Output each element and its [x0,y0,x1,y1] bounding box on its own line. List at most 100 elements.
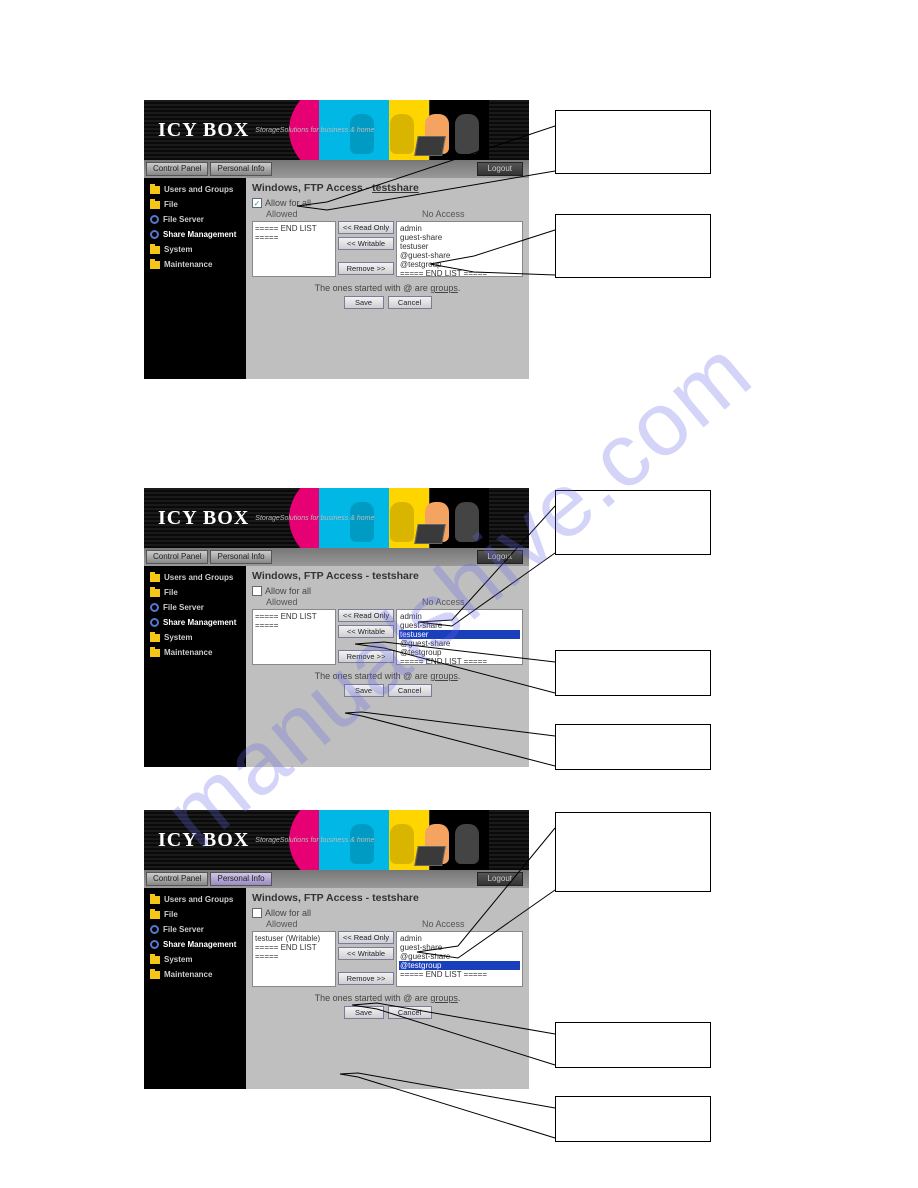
save-button[interactable]: Save [344,684,384,697]
wheel-icon [150,940,159,949]
sidebar-item-maintenance[interactable]: Maintenance [144,645,246,660]
noaccess-list[interactable]: admin guest-share @guest-share @testgrou… [396,931,523,987]
folder-icon [150,261,160,269]
footer-underline: groups [430,671,458,681]
list-item[interactable]: @guest-share [399,251,520,260]
readonly-button[interactable]: << Read Only [338,609,394,622]
sidebar-item-system[interactable]: System [144,952,246,967]
folder-icon [150,201,160,209]
allow-for-all-label: Allow for all [265,586,311,596]
tab-personal-info[interactable]: Personal Info [210,162,271,176]
writable-button[interactable]: << Writable [338,947,394,960]
allowed-list[interactable]: ===== END LIST ===== [252,609,336,665]
sidebar-item-file[interactable]: File [144,907,246,922]
list-item[interactable]: guest-share [399,943,520,952]
silhouette-icon [455,502,479,542]
writable-button[interactable]: << Writable [338,625,394,638]
readonly-button[interactable]: << Read Only [338,221,394,234]
sidebar-item-maintenance[interactable]: Maintenance [144,967,246,982]
sidebar-item-label: Share Management [163,230,236,239]
sidebar-item-file-server[interactable]: File Server [144,922,246,937]
cancel-button[interactable]: Cancel [388,1006,432,1019]
sidebar-item-file[interactable]: File [144,197,246,212]
sidebar-item-label: File [164,200,178,209]
writable-button[interactable]: << Writable [338,237,394,250]
list-item[interactable]: admin [399,612,520,621]
folder-icon [150,634,160,642]
lists-row: testuser (Writable) ===== END LIST =====… [252,931,523,987]
sidebar-item-label: File [164,910,178,919]
list-item[interactable]: testuser [399,630,520,639]
disk-icon [414,846,446,866]
sidebar-item-label: File Server [163,215,204,224]
tab-control-panel[interactable]: Control Panel [146,872,208,886]
list-item[interactable]: testuser [399,242,520,251]
sidebar-item-users-groups[interactable]: Users and Groups [144,570,246,585]
allowed-list[interactable]: ===== END LIST ===== [252,221,336,277]
sidebar-item-share-management[interactable]: Share Management [144,937,246,952]
logout-button[interactable]: Logout [477,872,523,886]
col-allowed: Allowed [252,919,336,929]
list-item[interactable]: @guest-share [399,952,520,961]
callout-box [555,490,711,555]
folder-icon [150,956,160,964]
tab-control-panel[interactable]: Control Panel [146,162,208,176]
tab-control-panel[interactable]: Control Panel [146,550,208,564]
sidebar: Users and Groups File File Server Share … [144,888,246,1089]
list-item[interactable]: testuser (Writable) [255,934,333,943]
allow-for-all-checkbox[interactable] [252,586,262,596]
cancel-button[interactable]: Cancel [388,684,432,697]
sidebar-item-users-groups[interactable]: Users and Groups [144,892,246,907]
logout-button[interactable]: Logout [477,550,523,564]
sidebar-item-share-management[interactable]: Share Management [144,227,246,242]
sidebar-item-label: Share Management [163,618,236,627]
allow-for-all-label: Allow for all [265,198,311,208]
allowed-list[interactable]: testuser (Writable) ===== END LIST ===== [252,931,336,987]
footer-note: The ones started with @ are groups. [252,671,523,681]
sidebar-item-label: System [164,633,192,642]
save-button[interactable]: Save [344,296,384,309]
sidebar-item-file-server[interactable]: File Server [144,212,246,227]
folder-icon [150,186,160,194]
tab-personal-info[interactable]: Personal Info [210,550,271,564]
tab-personal-info[interactable]: Personal Info [210,872,271,886]
logout-button[interactable]: Logout [477,162,523,176]
list-item[interactable]: guest-share [399,233,520,242]
list-item[interactable]: @testgroup [399,961,520,970]
list-item[interactable]: @testgroup [399,648,520,657]
remove-button[interactable]: Remove >> [338,262,394,275]
allow-for-all-checkbox[interactable] [252,908,262,918]
list-item[interactable]: guest-share [399,621,520,630]
sidebar-item-label: Users and Groups [164,185,233,194]
sidebar-item-system[interactable]: System [144,242,246,257]
readonly-button[interactable]: << Read Only [338,931,394,944]
sidebar-item-maintenance[interactable]: Maintenance [144,257,246,272]
page-title: Windows, FTP Access - testshare [252,182,523,194]
sidebar-item-file[interactable]: File [144,585,246,600]
noaccess-list[interactable]: admin guest-share testuser @guest-share … [396,221,523,277]
spacer [252,697,523,757]
sidebar-item-file-server[interactable]: File Server [144,600,246,615]
end-list-marker: ===== END LIST ===== [255,943,333,961]
sidebar-item-system[interactable]: System [144,630,246,645]
title-share: testshare [372,182,419,194]
list-item[interactable]: admin [399,934,520,943]
silhouette-icon [390,114,414,154]
list-item[interactable]: @guest-share [399,639,520,648]
allow-for-all-checkbox[interactable]: ✓ [252,198,262,208]
remove-button[interactable]: Remove >> [338,650,394,663]
content-area: Windows, FTP Access - testshare Allow fo… [246,888,529,1089]
tagline: StorageSolutions for business & home [255,515,374,522]
save-button[interactable]: Save [344,1006,384,1019]
list-item[interactable]: admin [399,224,520,233]
list-item[interactable]: @testgroup [399,260,520,269]
sidebar-item-share-management[interactable]: Share Management [144,615,246,630]
title-prefix: Windows, FTP Access - [252,570,372,582]
sidebar-item-users-groups[interactable]: Users and Groups [144,182,246,197]
noaccess-list[interactable]: admin guest-share testuser @guest-share … [396,609,523,665]
cancel-button[interactable]: Cancel [388,296,432,309]
columns-header: Allowed No Access [252,919,523,929]
tabs-row: Control Panel Personal Info Logout [144,870,529,888]
sidebar-item-label: Users and Groups [164,895,233,904]
remove-button[interactable]: Remove >> [338,972,394,985]
